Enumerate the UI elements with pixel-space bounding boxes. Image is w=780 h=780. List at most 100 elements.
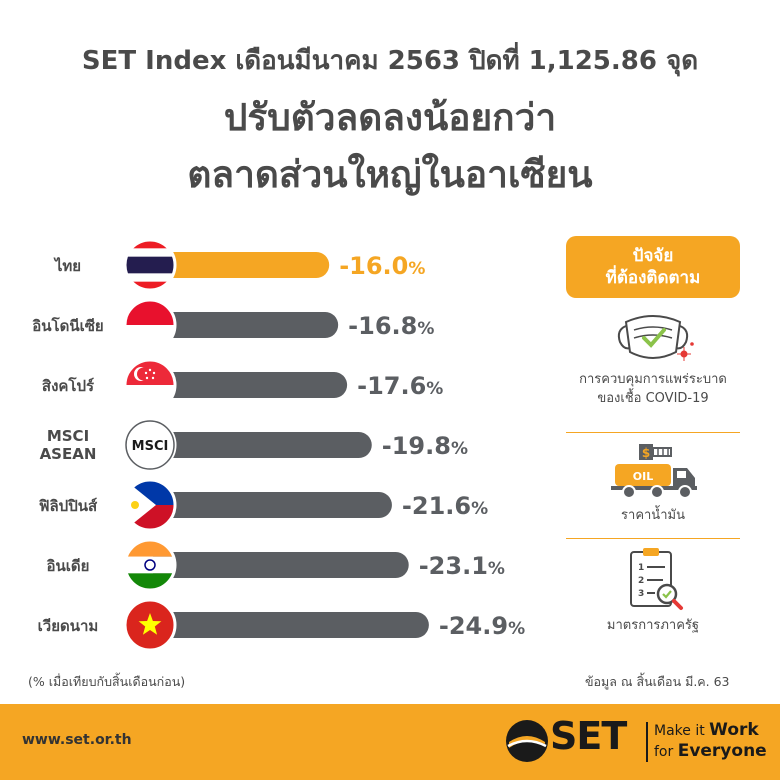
slogan-line1-bold: Work [709,720,759,740]
bar-row: สิงคโปร์ -17.6% [42,358,443,412]
value-label: -21.6% [402,492,488,520]
flag-star [144,371,148,375]
slogan: Make it Work for Everyone [654,720,767,762]
value-number: -21.6 [402,492,471,520]
category-label: สิงคโปร์ [42,376,95,395]
category-label: ฟิลิปปินส์ [39,497,98,515]
bar-row: อินโดนีเซีย -16.8% [32,298,434,352]
flag-ring [123,298,177,352]
note-data-date: ข้อมูล ณ สิ้นเดือน มี.ค. 63 [585,674,730,689]
set-logo-text: SET [550,714,627,758]
flag-stripe [125,300,175,325]
bar-row: ฟิลิปปินส์ -21.6% [39,478,488,532]
flag-stripe [125,556,175,574]
set-logo-icon [506,720,548,762]
msci-ring [125,420,175,470]
value-label: -16.8% [348,312,434,340]
svg-text:3: 3 [638,589,644,599]
flag-sun [131,501,139,509]
flag-ring [123,478,177,532]
note-comparison: (% เมื่อเทียบกับสิ้นเดือนก่อน) [28,674,186,689]
value-label: -23.1% [419,552,505,580]
bar-chart: ไทย -16.0% อินโดนีเซีย -16.8% สิงคโปร์ -17.6%… [32,238,525,652]
flag-triangle [125,480,156,530]
bar-row: ไทย -16.0% [53,238,425,292]
factor-covid-line2: ของเชื้อ COVID-19 [597,391,709,406]
svg-text:2: 2 [638,576,644,586]
bar [150,372,348,398]
divider [566,432,740,433]
bar [150,252,330,278]
flag-star [148,368,152,372]
category-label: ไทย [53,256,81,275]
slogan-divider [646,722,648,762]
footer: www.set.or.th SET Make it Work for Every… [0,704,780,780]
flag-stripe [125,325,175,350]
value-unit: % [426,379,443,399]
value-number: -16.8 [348,312,417,340]
msci-badge-text: MSCI [132,439,169,454]
header-line-2: ปรับตัวลดลงน้อยกว่า [223,96,557,139]
value-unit: % [417,319,434,339]
value-label: -17.6% [357,372,443,400]
flag-star [138,613,162,635]
factor-oil-line1: ราคาน้ำมัน [621,508,685,523]
svg-text:$: $ [642,446,650,460]
truck-oil-label: OIL [633,470,653,483]
value-unit: % [488,559,505,579]
flag-ring [123,238,177,292]
bar [150,432,372,458]
factors-heading: ปัจจัย ที่ต้องติดตาม [566,236,740,298]
factors-heading-line1: ปัจจัย [632,246,674,266]
flag-ring [123,418,177,472]
header-line-1: SET Index เดือนมีนาคม 2563 ปิดที่ 1,125.… [81,46,699,76]
bar-row: MSCI ASEAN MSCI -19.8% [40,418,468,472]
flag-ring [123,598,177,652]
bar [150,612,429,638]
bar [150,552,409,578]
bar [150,312,339,338]
face-mask-icon [617,315,694,361]
factor-covid: การควบคุมการแพร่ระบาด ของเชื้อ COVID-19 [566,308,740,408]
slogan-line2-bold: Everyone [677,741,767,761]
checklist-icon: 1 2 3 [630,548,683,610]
bar-row: อินเดีย -23.1% [47,538,505,592]
value-unit: % [508,619,525,639]
factor-government-line1: มาตรการภาครัฐ [606,618,700,633]
slogan-line1-pre: Make it [654,723,710,739]
value-unit: % [451,439,468,459]
header-line-3: ตลาดส่วนใหญ่ในอาเซียน [187,153,593,196]
category-label: อินโดนีเซีย [32,316,103,335]
website-link[interactable]: www.set.or.th [22,732,132,748]
value-unit: % [471,499,488,519]
factor-government: 1 2 3 มาตรการภาครัฐ [566,546,740,635]
flag-star [151,376,155,380]
oil-truck-icon: OIL $ [611,444,697,499]
value-number: -16.0 [339,252,408,280]
flag-star [145,376,149,380]
slogan-line2-pre: for [654,744,678,760]
category-label: อินเดีย [47,557,90,575]
value-number: -23.1 [419,552,488,580]
category-label-line: ASEAN [40,445,97,463]
flag-stripe [125,385,175,410]
value-label: -16.0% [339,252,425,280]
flag-chakra [144,559,156,571]
value-number: -19.8 [382,432,451,460]
value-unit: % [408,259,425,279]
category-label: เวียดนาม [38,617,99,635]
bar [150,492,392,518]
flag-star [152,371,156,375]
factor-oil: OIL $ ราคาน้ำมัน [566,440,740,525]
bar-row: เวียดนาม -24.9% [38,598,525,652]
value-number: -24.9 [439,612,508,640]
flag-ring [123,538,177,592]
category-label: MSCI ASEAN [40,427,97,463]
value-label: -19.8% [382,432,468,460]
category-label-line: MSCI [47,427,89,445]
svg-text:1: 1 [638,563,644,573]
factor-covid-line1: การควบคุมการแพร่ระบาด [579,372,727,387]
flag-stripe [125,256,175,274]
value-label: -24.9% [439,612,525,640]
value-number: -17.6 [357,372,426,400]
